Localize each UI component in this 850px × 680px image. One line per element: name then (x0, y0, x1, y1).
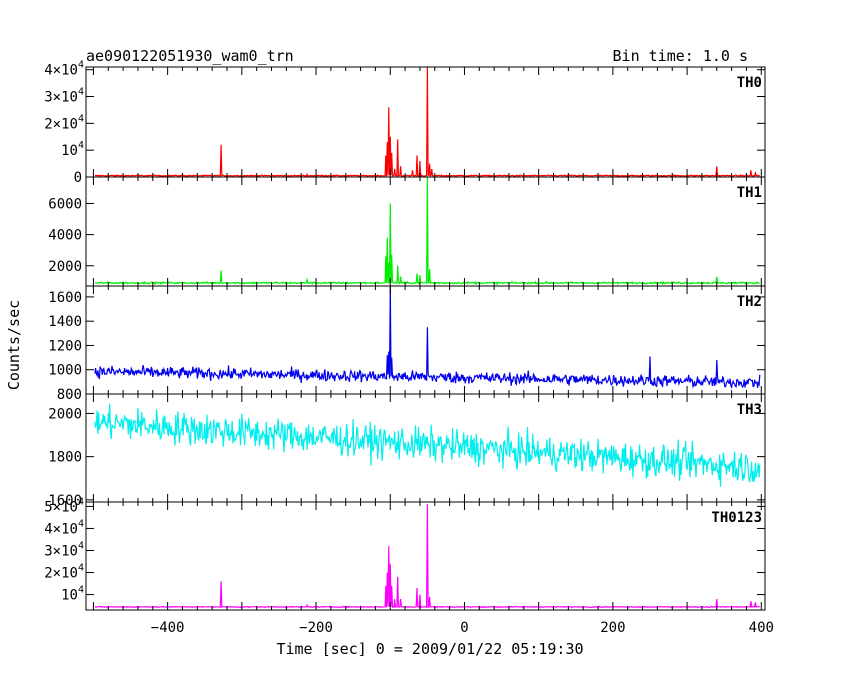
y-tick-label: 1600 (48, 493, 82, 509)
y-tick-label: 3×104 (44, 87, 84, 106)
panel-th2: 800 1000 1200 1400 1600 TH2 (48, 285, 766, 403)
y-tick-label: 1200 (48, 338, 82, 354)
series-line-th0123 (94, 504, 761, 609)
y-tick-label: 1800 (48, 450, 82, 466)
y-tick-label: 4000 (48, 228, 82, 244)
y-tick-label: 2000 (48, 406, 82, 422)
y-tick-label: 4×104 (44, 60, 84, 79)
panel-th0: 0 104 2×104 3×104 4×104 TH0 (44, 60, 766, 186)
panel-label-th0: TH0 (737, 75, 762, 91)
panel-th1: 2000 4000 6000 TH1 (48, 176, 766, 287)
x-tick-label: −400 (151, 620, 185, 636)
series-line-th1 (94, 177, 760, 286)
series-line-th0 (94, 67, 760, 177)
panel-label-th0123: TH0123 (711, 510, 762, 526)
y-tick-label: 2×104 (44, 563, 84, 582)
x-tick-labels: −400 −200 0 200 400 (151, 620, 774, 636)
x-axis-label: Time [sec] 0 = 2009/01/22 05:19:30 (276, 640, 583, 658)
y-tick-label: 3×104 (44, 540, 84, 559)
panel-label-th1: TH1 (737, 185, 762, 201)
y-tick-label: 1000 (48, 363, 82, 379)
chart-title: ae090122051930_wam0_trn (86, 47, 294, 65)
y-tick-label: 1400 (48, 314, 82, 330)
panel-th3: 1600 1800 2000 TH3 (48, 393, 766, 509)
series-line-th2 (94, 286, 761, 389)
y-tick-label: 0 (74, 170, 82, 186)
y-tick-label: 104 (61, 140, 84, 159)
panel-label-th3: TH3 (737, 402, 762, 418)
x-tick-label: 200 (600, 620, 625, 636)
y-tick-label: 800 (57, 387, 82, 403)
x-tick-label: −200 (299, 620, 333, 636)
panel-frame (85, 501, 766, 611)
x-tick-label: 0 (460, 620, 468, 636)
x-tick-label: 400 (749, 620, 774, 636)
y-tick-label: 1600 (48, 290, 82, 306)
y-tick-label: 104 (61, 585, 84, 604)
y-tick-label: 6000 (48, 196, 82, 212)
bin-time-label: Bin time: 1.0 s (613, 47, 748, 65)
y-axis-label: Counts/sec (5, 300, 23, 390)
y-tick-label: 4×104 (44, 518, 84, 537)
panel-frame (85, 176, 766, 287)
panel-frame (85, 66, 766, 178)
y-tick-label: 2000 (48, 259, 82, 275)
series-line-th3 (94, 403, 761, 487)
panel-label-th2: TH2 (737, 294, 762, 310)
y-tick-label: 5×104 (44, 496, 84, 515)
panels-group: 0 104 2×104 3×104 4×104 TH0 2000 4000 6000 TH1 800… (44, 60, 766, 611)
panel-th0123: 104 2×104 3×104 4×104 5×104 TH0123 (44, 496, 766, 611)
y-tick-label: 2×104 (44, 113, 84, 132)
